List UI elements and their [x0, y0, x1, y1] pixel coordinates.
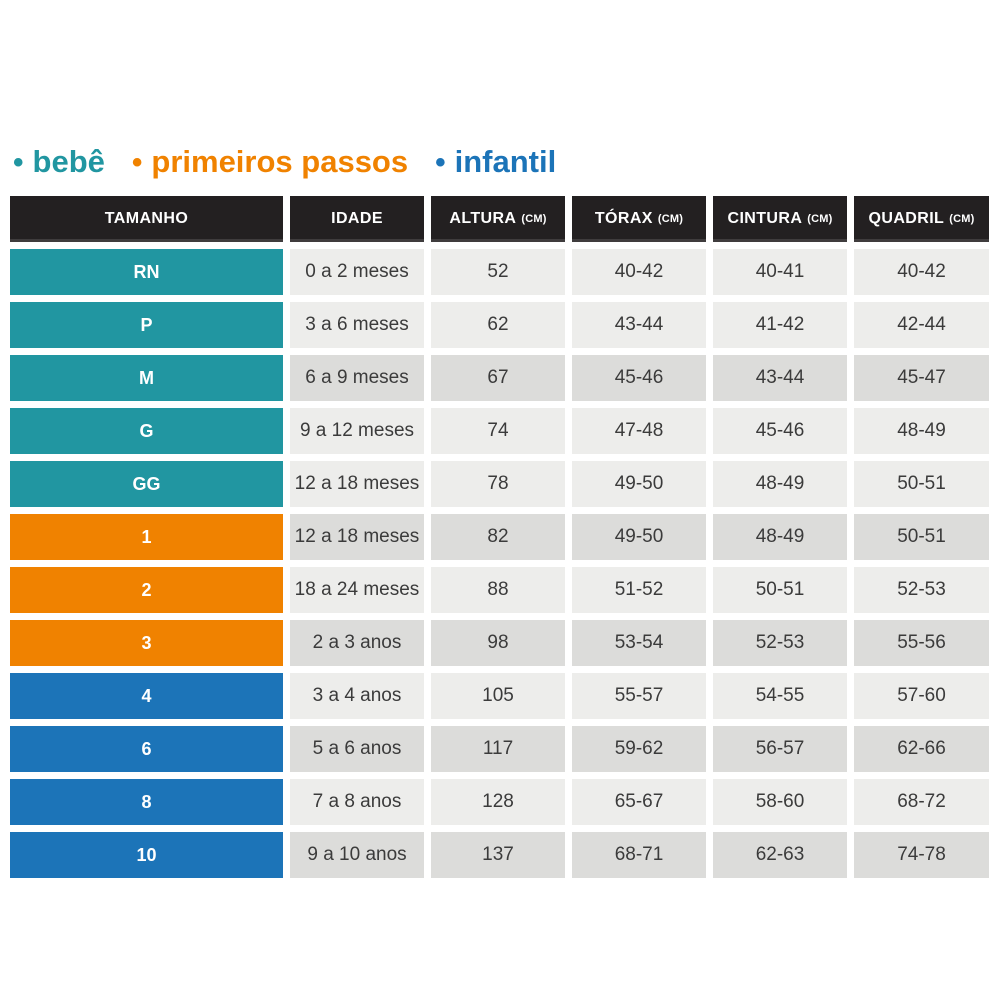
header-cell-quadril: QUADRIL (CM): [854, 196, 989, 242]
size-cell: 3: [10, 620, 283, 666]
header-label: TAMANHO: [104, 210, 189, 227]
size-cell: G: [10, 408, 283, 454]
torax-cell: 45-46: [572, 355, 706, 401]
torax-cell: 51-52: [572, 567, 706, 613]
quadril-cell: 62-66: [854, 726, 989, 772]
cintura-cell: 62-63: [713, 832, 847, 878]
cintura-cell: 50-51: [713, 567, 847, 613]
size-cell: 4: [10, 673, 283, 719]
size-cell: GG: [10, 461, 283, 507]
altura-cell: 78: [431, 461, 565, 507]
size-cell: 2: [10, 567, 283, 613]
size-cell: 6: [10, 726, 283, 772]
size-cell: RN: [10, 249, 283, 295]
cintura-cell: 52-53: [713, 620, 847, 666]
quadril-cell: 74-78: [854, 832, 989, 878]
bullet-icon: •: [435, 146, 446, 179]
idade-cell: 6 a 9 meses: [290, 355, 424, 401]
bullet-icon: •: [131, 146, 143, 179]
idade-cell: 18 a 24 meses: [290, 567, 424, 613]
torax-cell: 49-50: [572, 514, 706, 560]
legend-item-bebe: • bebê: [13, 143, 105, 180]
idade-cell: 12 a 18 meses: [290, 514, 424, 560]
header-label: IDADE: [331, 210, 383, 227]
quadril-cell: 45-47: [854, 355, 989, 401]
torax-cell: 59-62: [572, 726, 706, 772]
legend-label-bebe: bebê: [32, 144, 105, 179]
legend-item-infantil: • infantil: [435, 143, 556, 180]
altura-cell: 82: [431, 514, 565, 560]
header-cell-tamanho: TAMANHO: [10, 196, 283, 242]
size-cell: P: [10, 302, 283, 348]
quadril-cell: 57-60: [854, 673, 989, 719]
header-unit: (CM): [807, 213, 833, 225]
bullet-icon: •: [13, 146, 24, 179]
quadril-cell: 48-49: [854, 408, 989, 454]
idade-cell: 3 a 6 meses: [290, 302, 424, 348]
header-unit: (CM): [657, 213, 684, 225]
altura-cell: 128: [431, 779, 565, 825]
idade-cell: 9 a 12 meses: [290, 408, 424, 454]
torax-cell: 40-42: [572, 249, 706, 295]
legend: • bebê • primeiros passos • infantil: [13, 143, 556, 180]
altura-cell: 117: [431, 726, 565, 772]
header-unit: (CM): [949, 213, 975, 225]
altura-cell: 67: [431, 355, 565, 401]
quadril-cell: 68-72: [854, 779, 989, 825]
idade-cell: 9 a 10 anos: [290, 832, 424, 878]
header-unit: (CM): [521, 213, 547, 225]
legend-label-primeiros-passos: primeiros passos: [151, 144, 409, 179]
header-label: TÓRAX: [594, 210, 653, 227]
quadril-cell: 42-44: [854, 302, 989, 348]
size-cell: M: [10, 355, 283, 401]
altura-cell: 137: [431, 832, 565, 878]
quadril-cell: 40-42: [854, 249, 989, 295]
size-chart-table: TAMANHO IDADE ALTURA (CM) TÓRAX (CM) CINTU…: [10, 196, 989, 878]
torax-cell: 53-54: [572, 620, 706, 666]
header-cell-altura: ALTURA (CM): [431, 196, 565, 242]
quadril-cell: 55-56: [854, 620, 989, 666]
torax-cell: 65-67: [572, 779, 706, 825]
legend-label-infantil: infantil: [454, 144, 557, 179]
idade-cell: 5 a 6 anos: [290, 726, 424, 772]
cintura-cell: 43-44: [713, 355, 847, 401]
torax-cell: 43-44: [572, 302, 706, 348]
altura-cell: 52: [431, 249, 565, 295]
altura-cell: 74: [431, 408, 565, 454]
header-label: QUADRIL: [868, 210, 945, 227]
cintura-cell: 41-42: [713, 302, 847, 348]
header-cell-torax: TÓRAX (CM): [572, 196, 706, 242]
legend-item-primeiros-passos: • primeiros passos: [132, 143, 408, 180]
idade-cell: 12 a 18 meses: [290, 461, 424, 507]
cintura-cell: 40-41: [713, 249, 847, 295]
header-cell-cintura: CINTURA (CM): [713, 196, 847, 242]
torax-cell: 68-71: [572, 832, 706, 878]
cintura-cell: 58-60: [713, 779, 847, 825]
idade-cell: 7 a 8 anos: [290, 779, 424, 825]
quadril-cell: 52-53: [854, 567, 989, 613]
cintura-cell: 48-49: [713, 514, 847, 560]
torax-cell: 55-57: [572, 673, 706, 719]
header-label: ALTURA: [449, 210, 517, 227]
cintura-cell: 56-57: [713, 726, 847, 772]
torax-cell: 49-50: [572, 461, 706, 507]
altura-cell: 88: [431, 567, 565, 613]
idade-cell: 0 a 2 meses: [290, 249, 424, 295]
size-cell: 1: [10, 514, 283, 560]
idade-cell: 2 a 3 anos: [290, 620, 424, 666]
altura-cell: 98: [431, 620, 565, 666]
size-cell: 8: [10, 779, 283, 825]
cintura-cell: 48-49: [713, 461, 847, 507]
cintura-cell: 54-55: [713, 673, 847, 719]
size-cell: 10: [10, 832, 283, 878]
cintura-cell: 45-46: [713, 408, 847, 454]
header-label: CINTURA: [727, 210, 803, 227]
torax-cell: 47-48: [572, 408, 706, 454]
header-cell-idade: IDADE: [290, 196, 424, 242]
quadril-cell: 50-51: [854, 461, 989, 507]
altura-cell: 62: [431, 302, 565, 348]
quadril-cell: 50-51: [854, 514, 989, 560]
altura-cell: 105: [431, 673, 565, 719]
idade-cell: 3 a 4 anos: [290, 673, 424, 719]
